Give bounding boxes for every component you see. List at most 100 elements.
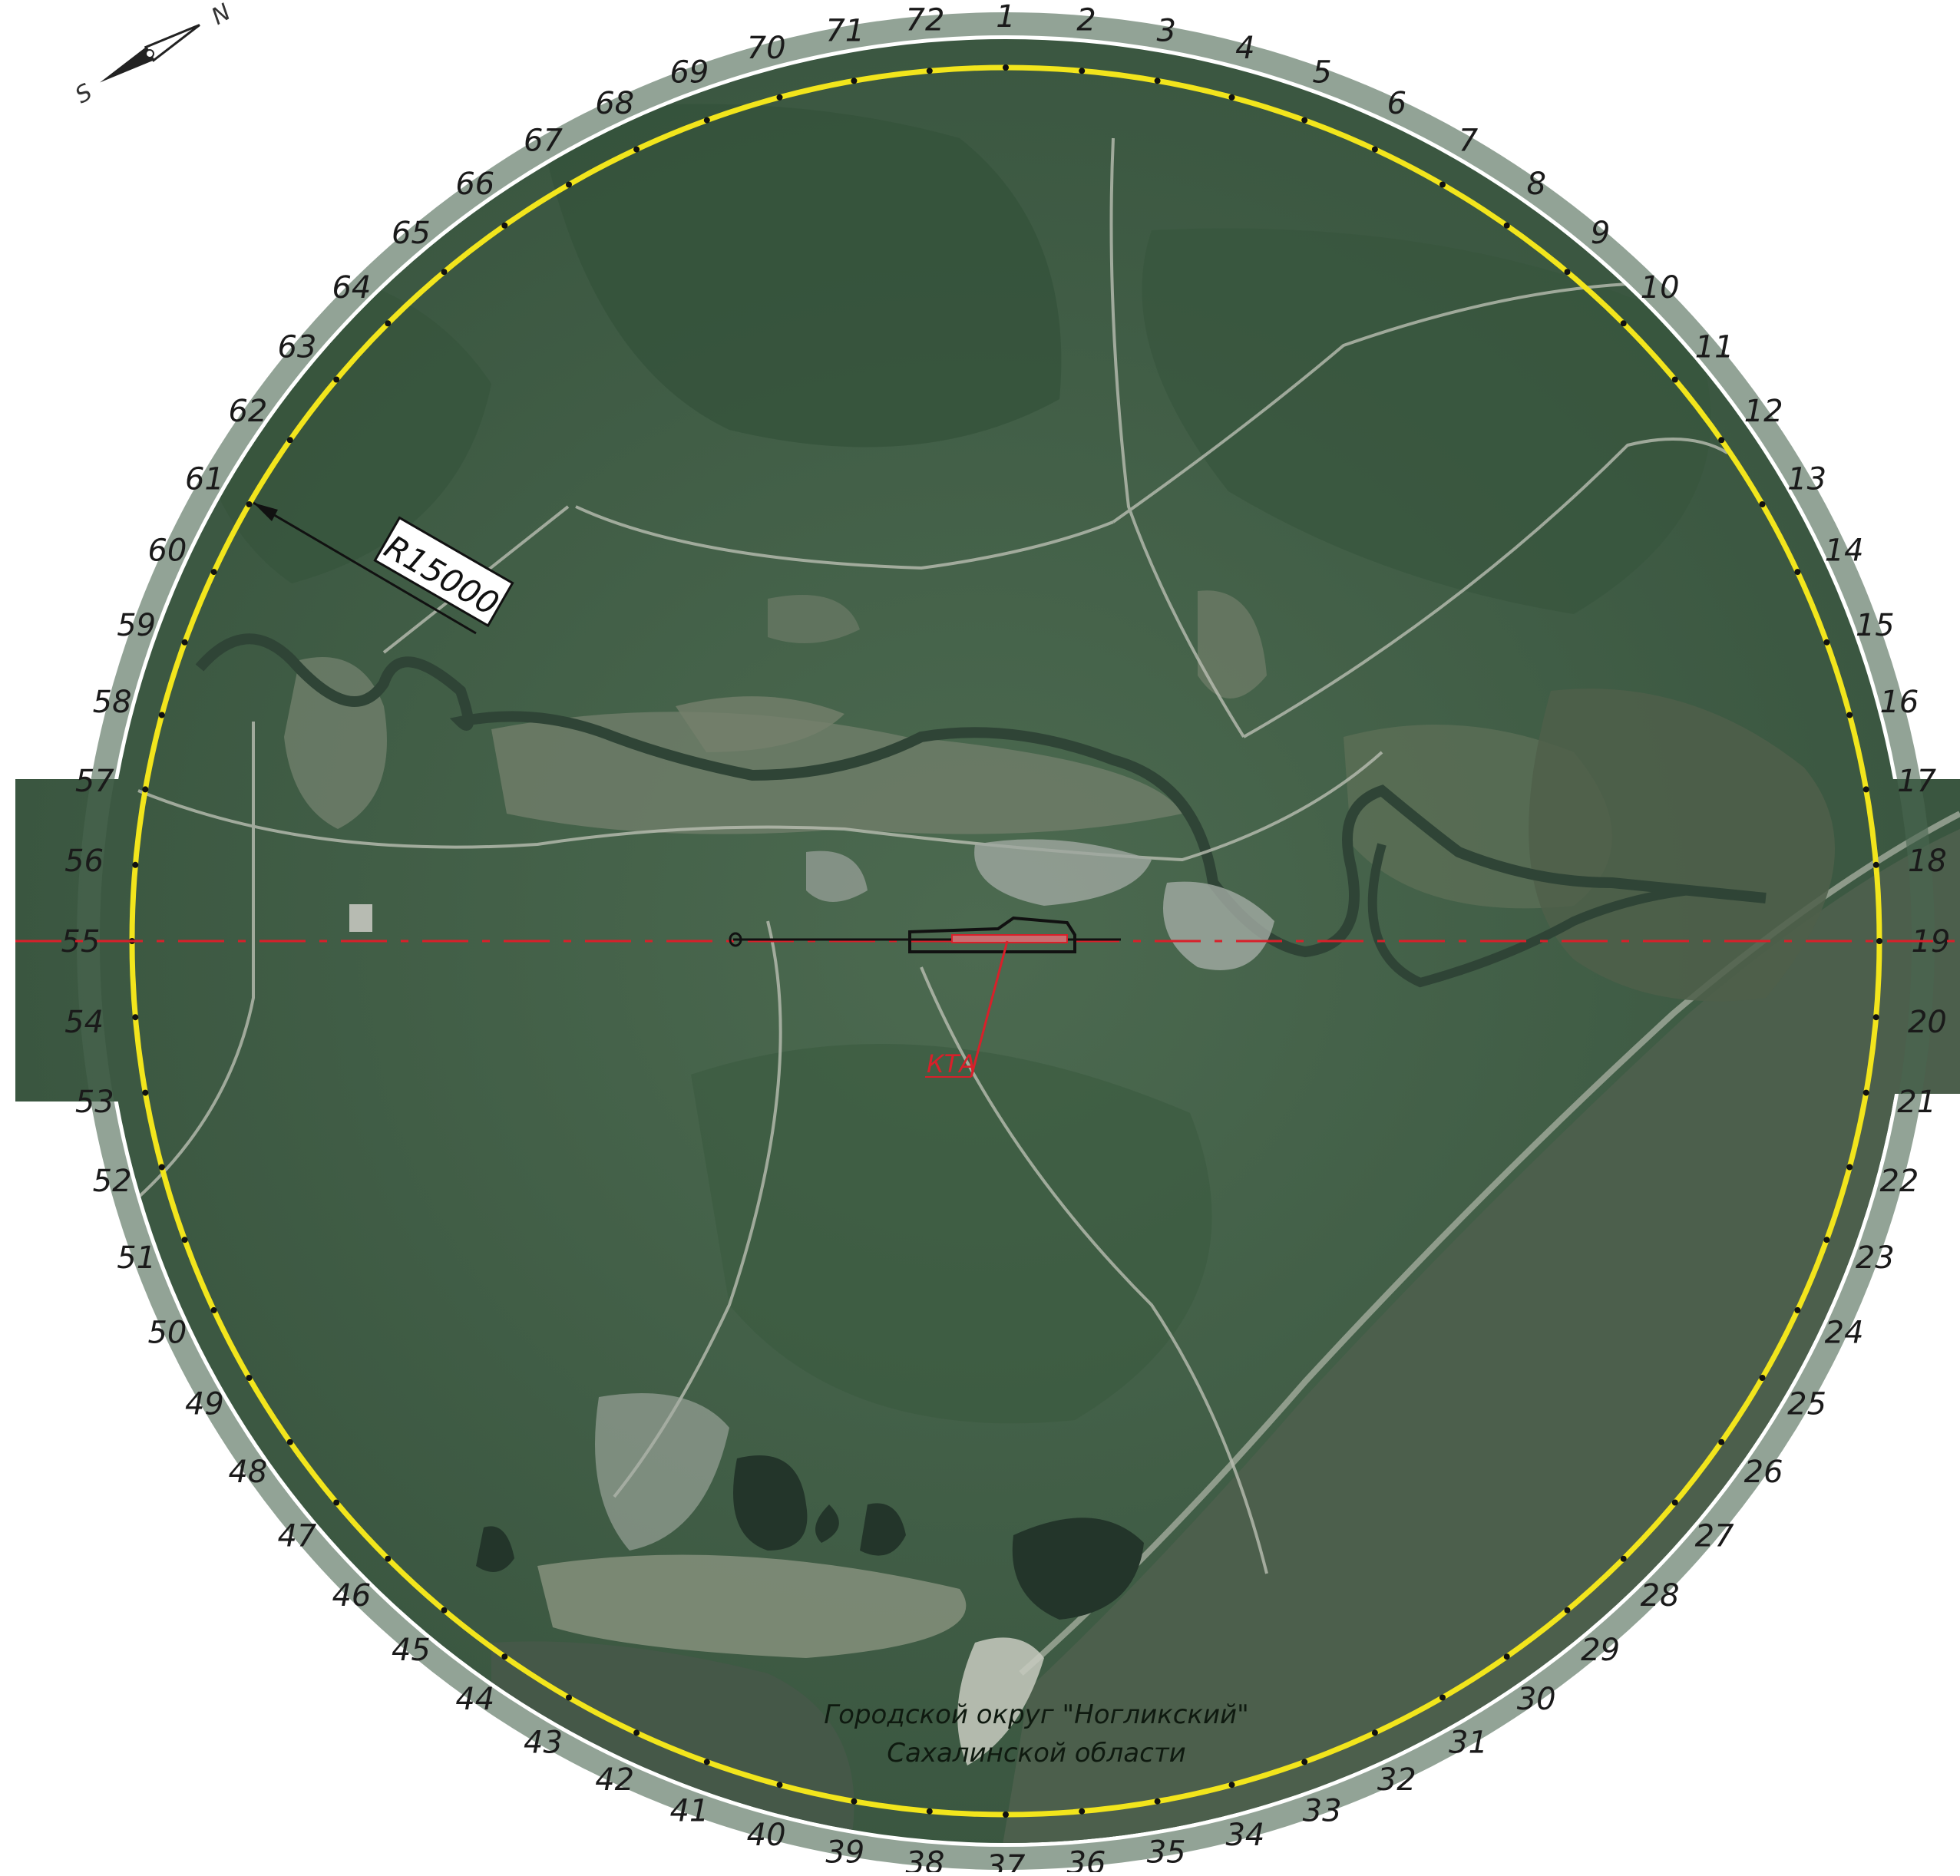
lake <box>476 1526 514 1572</box>
forest-patch <box>1142 228 1711 614</box>
kta-label: КТА <box>927 1049 976 1078</box>
ring-label: 6 <box>1387 86 1406 121</box>
ring-label: 65 <box>392 216 431 251</box>
ring-label: 59 <box>117 608 156 643</box>
ring-label: 49 <box>185 1387 224 1422</box>
compass-icon: N S <box>71 0 235 109</box>
lake <box>1012 1518 1144 1620</box>
ring-label: 16 <box>1879 685 1919 720</box>
ring-point <box>246 501 253 507</box>
ring-point <box>1439 1694 1446 1701</box>
ring-label: 47 <box>277 1519 316 1554</box>
ring-points <box>129 64 1882 1818</box>
ring-point <box>1823 1237 1830 1244</box>
ring-point <box>1846 1164 1853 1171</box>
ring-point <box>1079 1808 1086 1815</box>
ring-label: 26 <box>1744 1455 1783 1490</box>
river-branch <box>1367 843 1690 988</box>
ring-point <box>566 181 572 188</box>
ring-point <box>1823 639 1830 646</box>
ring-label: 30 <box>1517 1682 1556 1717</box>
ring-point <box>1718 437 1725 444</box>
ring-label: 18 <box>1908 844 1947 879</box>
ring-point <box>142 786 149 793</box>
ring-point <box>1620 320 1627 327</box>
ring-label: 9 <box>1591 216 1610 251</box>
ring-point <box>142 1089 149 1096</box>
meadow-patch <box>1198 590 1267 699</box>
ring-point <box>566 1694 572 1701</box>
ring-point <box>1371 146 1378 153</box>
ring-point <box>1503 222 1510 229</box>
ring-label: 44 <box>455 1682 494 1717</box>
ring-label: 41 <box>669 1793 709 1828</box>
ring-label: 27 <box>1695 1519 1734 1554</box>
ring-point <box>1301 117 1308 124</box>
ring-point <box>181 1237 188 1244</box>
ring-point <box>1079 68 1086 74</box>
ring-point <box>132 861 139 868</box>
ring-label: 37 <box>987 1849 1026 1872</box>
ring-label: 57 <box>75 764 114 799</box>
ring-label: 38 <box>906 1845 945 1872</box>
ring-point <box>1228 1782 1235 1788</box>
ring-label: 28 <box>1641 1578 1680 1613</box>
ring-label: 10 <box>1641 270 1680 306</box>
ring-label: 2 <box>1076 3 1096 38</box>
ring-point <box>1301 1759 1308 1765</box>
ring-point <box>1154 1798 1161 1805</box>
town-caption-line2: Сахалинской области <box>887 1738 1185 1769</box>
meadow-patch <box>768 595 860 643</box>
compass-north-label: N <box>207 0 236 31</box>
ring-point <box>851 78 858 84</box>
ring-label: 8 <box>1526 167 1545 202</box>
ring-point <box>501 1653 508 1660</box>
ring-label: 32 <box>1377 1762 1416 1798</box>
ring-point <box>286 1438 293 1445</box>
ring-label: 66 <box>455 167 494 202</box>
aerodrome-boundary <box>908 916 1076 953</box>
ring-label: 48 <box>228 1455 267 1490</box>
forest-patch <box>537 104 1062 448</box>
ring-point <box>1794 1306 1801 1313</box>
ring-point <box>1718 1438 1725 1445</box>
ring-point <box>1759 501 1766 507</box>
settlement <box>1163 881 1274 970</box>
ring-label: 53 <box>75 1085 114 1120</box>
ring-point <box>1862 1089 1869 1096</box>
kta-marker: КТА <box>925 940 1009 1078</box>
ring-point <box>1872 1014 1879 1021</box>
ring-point <box>926 1808 933 1815</box>
ring-point <box>633 1729 640 1736</box>
ring-label: 3 <box>1156 13 1175 48</box>
runway <box>951 934 1068 943</box>
compass-south-label: S <box>71 78 97 109</box>
ring-label: 29 <box>1581 1633 1620 1668</box>
ring-label: 20 <box>1908 1005 1947 1040</box>
ring-point <box>1228 94 1235 101</box>
ring-point <box>1620 1555 1627 1562</box>
ring-point <box>776 94 783 101</box>
ring-label: 39 <box>825 1835 864 1871</box>
lake <box>733 1455 808 1551</box>
forest-patch <box>691 1044 1212 1424</box>
ring-point <box>1503 1653 1510 1660</box>
ring-label: 15 <box>1856 608 1895 643</box>
ring-label: 45 <box>392 1633 431 1668</box>
ring-label: 35 <box>1147 1835 1186 1871</box>
settlement <box>595 1393 729 1551</box>
ring-point <box>210 569 217 576</box>
ring-label: 40 <box>747 1818 786 1853</box>
ring-point <box>441 269 448 276</box>
ring-label: 21 <box>1897 1085 1936 1120</box>
ring-point <box>1003 64 1009 71</box>
ring-label: 5 <box>1312 55 1331 91</box>
aerodrome <box>729 916 1121 953</box>
ring-label: 36 <box>1067 1845 1106 1872</box>
ring-point <box>132 1014 139 1021</box>
ring-label: 17 <box>1897 764 1936 799</box>
ring-label: 68 <box>595 86 634 121</box>
ring-label: 24 <box>1825 1315 1864 1350</box>
ring-point <box>1564 1607 1571 1613</box>
